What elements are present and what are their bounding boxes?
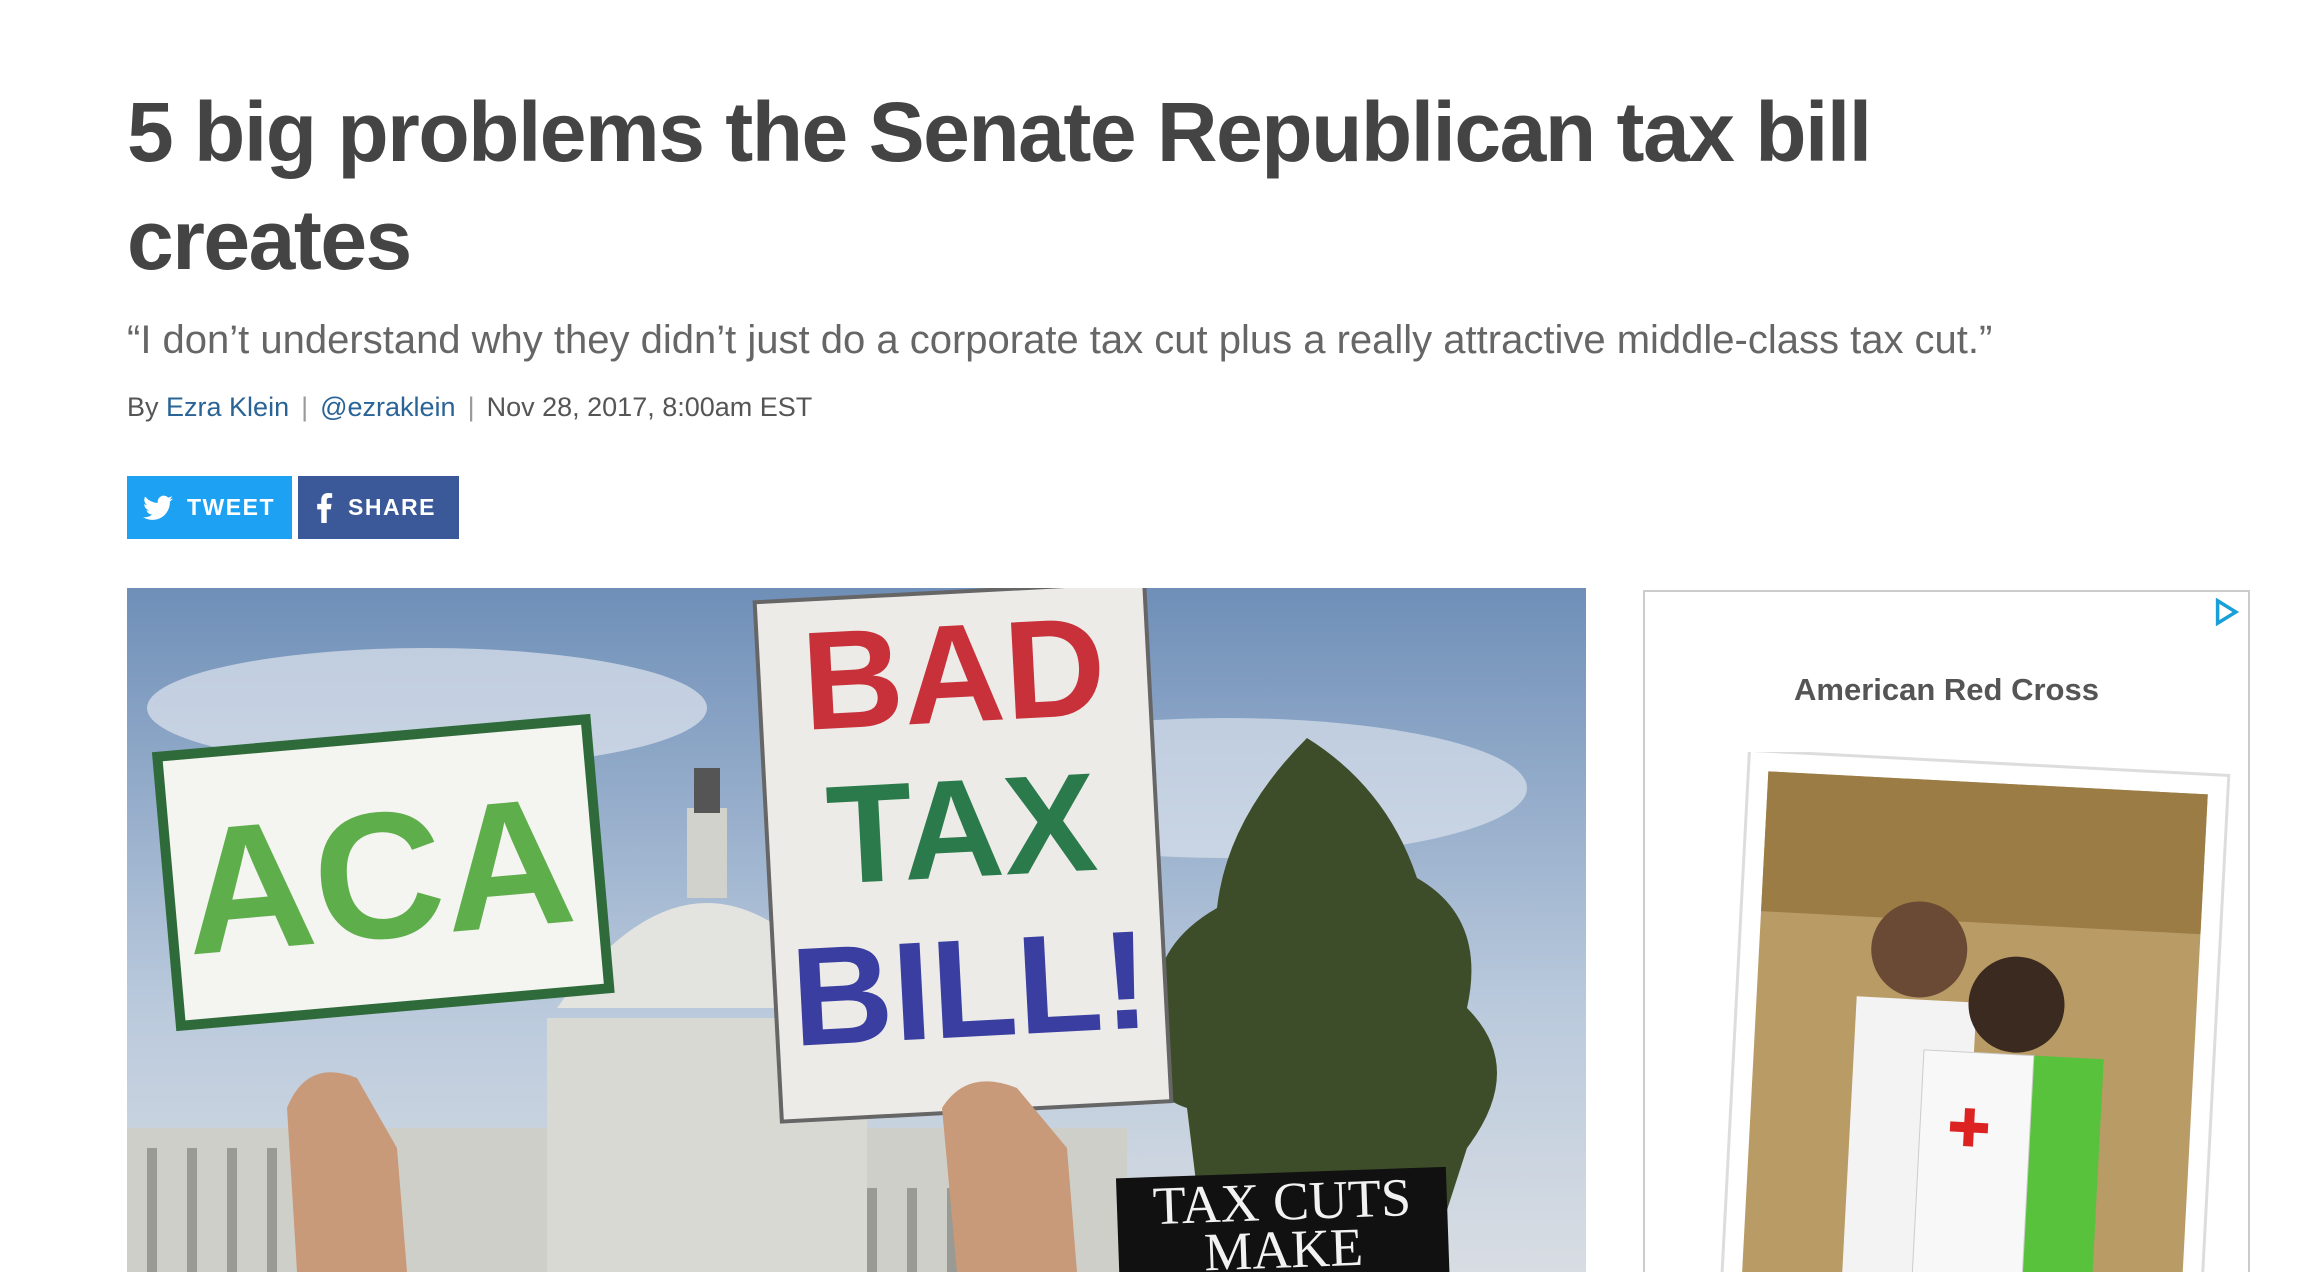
by: By [127, 392, 159, 422]
sign-text: TAX CUTS [1152, 1167, 1412, 1236]
separator: | [301, 392, 309, 422]
handle-link[interactable]: @ezraklein [320, 392, 456, 422]
tweet-button[interactable]: TWEET [127, 476, 292, 539]
tweet-label: TWEET [187, 494, 275, 520]
sign-text: BAD [798, 588, 1109, 760]
author-link[interactable]: Ezra Klein [166, 392, 290, 422]
twitter-icon [143, 495, 173, 520]
dek: “I don’t understand why they didn’t just… [127, 318, 1993, 362]
facebook-icon [317, 492, 333, 523]
sign-text: ACA [176, 759, 582, 993]
adchoices-icon[interactable] [2212, 598, 2240, 626]
sign-text: TAX [823, 743, 1100, 914]
separator: | [467, 392, 475, 422]
date: Nov 28, 2017, 8:00am EST [486, 392, 813, 422]
sign-text: BILL! [787, 900, 1152, 1076]
share-button[interactable]: SHARE [298, 476, 459, 539]
byline: By Ezra Klein | @ezraklein | Nov 28, 2017, 8… [127, 392, 812, 423]
ad-advertiser: American Red Cross [1794, 672, 2099, 707]
lead-photo: ACA BAD TAX BILL! TAX CUTS MAKE [127, 588, 1586, 1272]
headline: 5 big problems the Senate Republican tax… [127, 85, 1872, 287]
ad-box[interactable]: American Red Cross [1643, 590, 2250, 1272]
sign-text: MAKE [1203, 1217, 1364, 1272]
ad-image [1718, 752, 2231, 1272]
share-label: SHARE [348, 494, 437, 520]
